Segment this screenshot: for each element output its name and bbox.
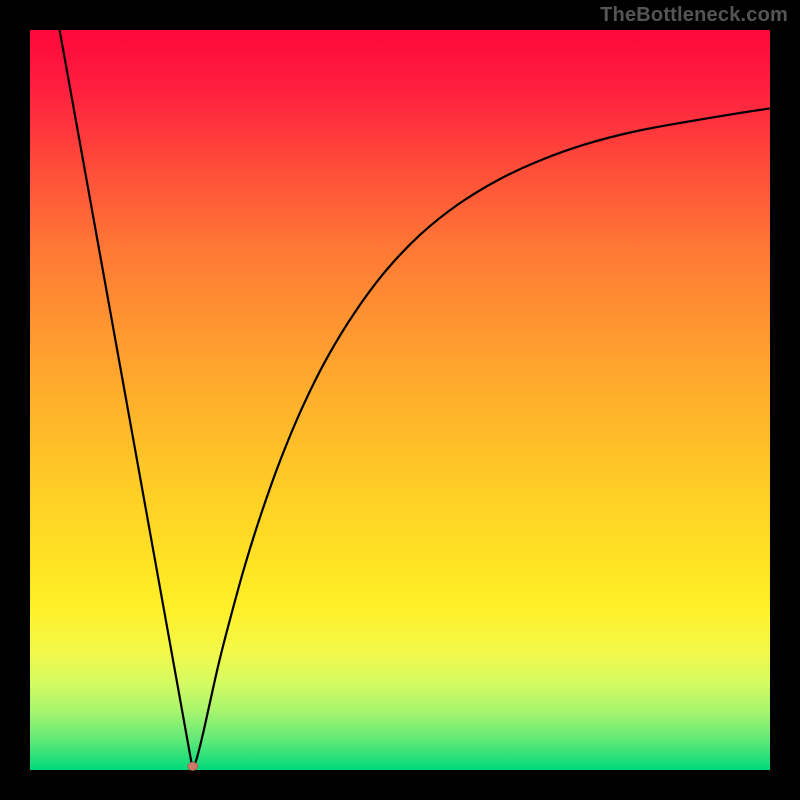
bottleneck-chart [0,0,800,800]
chart-frame: TheBottleneck.com [0,0,800,800]
plot-background [30,30,770,770]
minimum-marker [188,762,198,770]
